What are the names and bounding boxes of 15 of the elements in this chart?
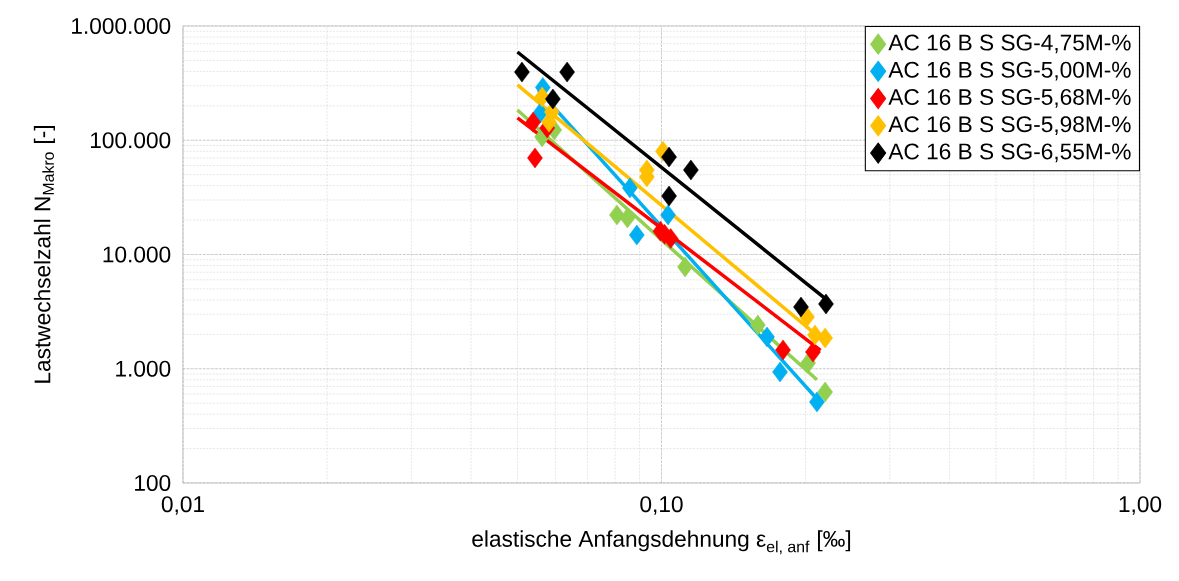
x-tick-label: 0,01: [161, 496, 204, 515]
x-tick-label: 1,00: [1119, 496, 1162, 515]
legend-label: AC 16 B S SG-4,75M-%: [888, 34, 1131, 54]
y-tick-label: 10.000: [103, 246, 171, 263]
x-tick-label: 0,10: [640, 496, 683, 515]
legend-label: AC 16 B S SG-6,55M-%: [888, 143, 1131, 163]
y-axis-title: Lastwechselzahl N$_{Makro}$ [-]: [33, 126, 55, 383]
y-tick-label: 100.000: [90, 132, 171, 149]
x-axis-title: $\text{elastische Anfangsdehnung ε}_{\text{el, anf}}\text{ [‰]}$: [472, 530, 851, 555]
y-tick-label: 1.000.000: [72, 17, 171, 35]
legend-label: AC 16 B S SG-5,00M-%: [888, 61, 1131, 81]
y-tick-label: 100: [135, 474, 171, 492]
legend-label: AC 16 B S SG-5,98M-%: [888, 116, 1131, 135]
y-tick-label: 1.000: [116, 360, 171, 377]
legend-label: AC 16 B S SG-5,68M-%: [888, 88, 1131, 108]
